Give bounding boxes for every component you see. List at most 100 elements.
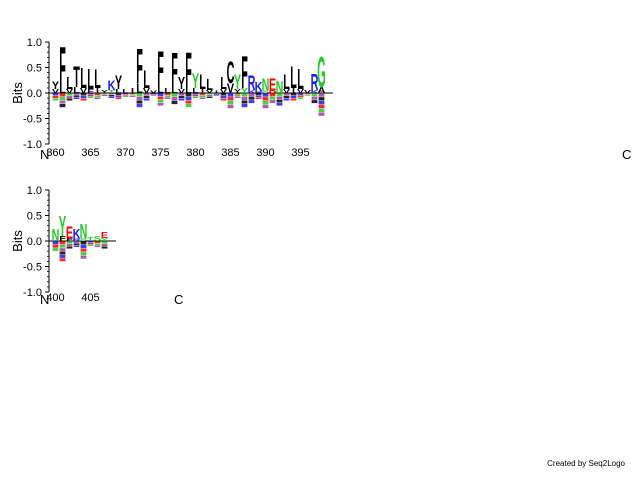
x-tick-label: 375 — [151, 147, 169, 159]
logo-letter: L — [115, 88, 122, 95]
logo-letter: L — [206, 76, 213, 93]
negative-letter-mark — [73, 245, 80, 248]
logo-letter: I — [292, 87, 295, 95]
credit-text: Created by Seq2Logo — [547, 459, 625, 468]
c-terminus-label: C — [174, 292, 183, 307]
logo-letter: C — [227, 55, 235, 91]
negative-letter-mark — [87, 93, 94, 95]
negative-letter-mark — [122, 94, 129, 96]
negative-letter-mark — [185, 96, 192, 101]
logo-letter: K — [255, 79, 263, 94]
negative-letter-mark — [73, 97, 80, 100]
x-tick-label: 370 — [116, 147, 134, 159]
negative-letter-mark — [164, 93, 171, 95]
logo-letter: F — [66, 238, 73, 242]
negative-letter-mark — [171, 93, 178, 97]
negative-letter-mark — [87, 96, 94, 98]
logo-letter: V — [227, 81, 235, 97]
x-tick-label: 395 — [291, 147, 309, 159]
logo-letter: E — [66, 224, 73, 243]
negative-letter-mark — [304, 93, 311, 94]
logo-letter: V — [304, 89, 312, 94]
x-tick-label: 405 — [81, 292, 99, 304]
logo-letter: L — [290, 60, 297, 96]
negative-letter-mark — [234, 95, 241, 97]
logo-letter: T — [108, 89, 115, 94]
logo-letter: I — [215, 90, 218, 94]
logo-letter: S — [262, 90, 270, 94]
y-tick-label: -1.0 — [23, 287, 42, 299]
negative-letter-mark — [59, 96, 66, 101]
negative-letter-mark — [255, 95, 262, 97]
negative-letter-mark — [290, 93, 297, 96]
negative-letter-mark — [297, 97, 304, 100]
negative-letter-mark — [80, 244, 87, 249]
logo-letter: V — [52, 88, 60, 95]
negative-letter-mark — [199, 97, 206, 100]
negative-letter-mark — [283, 95, 290, 98]
logo-letter: F — [241, 48, 248, 99]
negative-letter-mark — [206, 95, 213, 97]
x-tick-label: 380 — [186, 147, 204, 159]
logo-letter: K — [248, 89, 256, 94]
logo-letter: L — [192, 87, 199, 95]
negative-letter-mark — [220, 95, 227, 98]
negative-letter-mark — [80, 93, 87, 96]
logo-letter: V — [80, 87, 88, 95]
negative-letter-mark — [59, 258, 66, 262]
negative-letter-mark — [150, 94, 157, 95]
negative-letter-mark — [66, 98, 73, 101]
negative-letter-mark — [157, 99, 164, 103]
negative-letter-mark — [241, 96, 248, 101]
negative-letter-mark — [269, 96, 276, 100]
logo-letter: V — [150, 90, 158, 94]
negative-letter-mark — [73, 95, 80, 97]
logo-letter: G — [317, 47, 325, 96]
negative-letter-mark — [234, 93, 241, 95]
negative-letter-mark — [129, 94, 136, 96]
negative-letter-mark — [269, 93, 276, 97]
negative-letter-mark — [122, 93, 129, 95]
negative-letter-mark — [157, 102, 164, 106]
logo-letter: V — [220, 88, 228, 95]
negative-letter-mark — [248, 96, 255, 100]
negative-letter-mark — [150, 95, 157, 96]
negative-letter-mark — [304, 95, 311, 96]
logo-letter: V — [206, 89, 214, 94]
negative-letter-mark — [178, 98, 185, 101]
negative-letter-mark — [59, 254, 66, 258]
negative-letter-mark — [178, 95, 185, 98]
negative-letter-mark — [80, 241, 87, 245]
n-terminus-label: N — [40, 147, 49, 162]
negative-letter-mark — [59, 241, 66, 245]
negative-letter-mark — [94, 243, 101, 245]
y-tick-label: 1.0 — [27, 185, 42, 197]
negative-letter-mark — [101, 94, 108, 95]
logo-letter: I — [201, 88, 204, 95]
negative-letter-mark — [213, 95, 220, 96]
negative-letter-mark — [227, 100, 234, 105]
negative-letter-mark — [143, 93, 150, 96]
logo-letter: D — [269, 90, 277, 94]
negative-letter-mark — [52, 248, 59, 252]
negative-letter-mark — [94, 95, 101, 97]
negative-letter-mark — [255, 93, 262, 95]
negative-letter-mark — [185, 93, 192, 97]
logo-letter: R — [248, 71, 256, 95]
logo-panel-1: -1.0 -0.5 0.0 0.5 1.0 Bits N C 360 365 370 375 380 38… — [10, 37, 631, 162]
negative-letter-mark — [52, 241, 59, 245]
negative-letter-mark — [136, 93, 143, 97]
negative-letter-mark — [87, 243, 94, 245]
negative-letter-mark — [87, 241, 94, 243]
negative-letter-mark — [304, 94, 311, 95]
negative-letter-mark — [157, 96, 164, 100]
logo-letter: T — [87, 236, 95, 243]
negative-letter-mark — [178, 93, 185, 96]
x-tick-label: 360 — [46, 147, 64, 159]
negative-letter-mark — [213, 93, 220, 94]
x-tick-label: 385 — [221, 147, 239, 159]
y-tick-label: -1.0 — [23, 139, 42, 151]
negative-letter-mark — [297, 93, 304, 95]
logo-letter: R — [73, 238, 81, 242]
negative-letter-mark — [311, 100, 318, 104]
